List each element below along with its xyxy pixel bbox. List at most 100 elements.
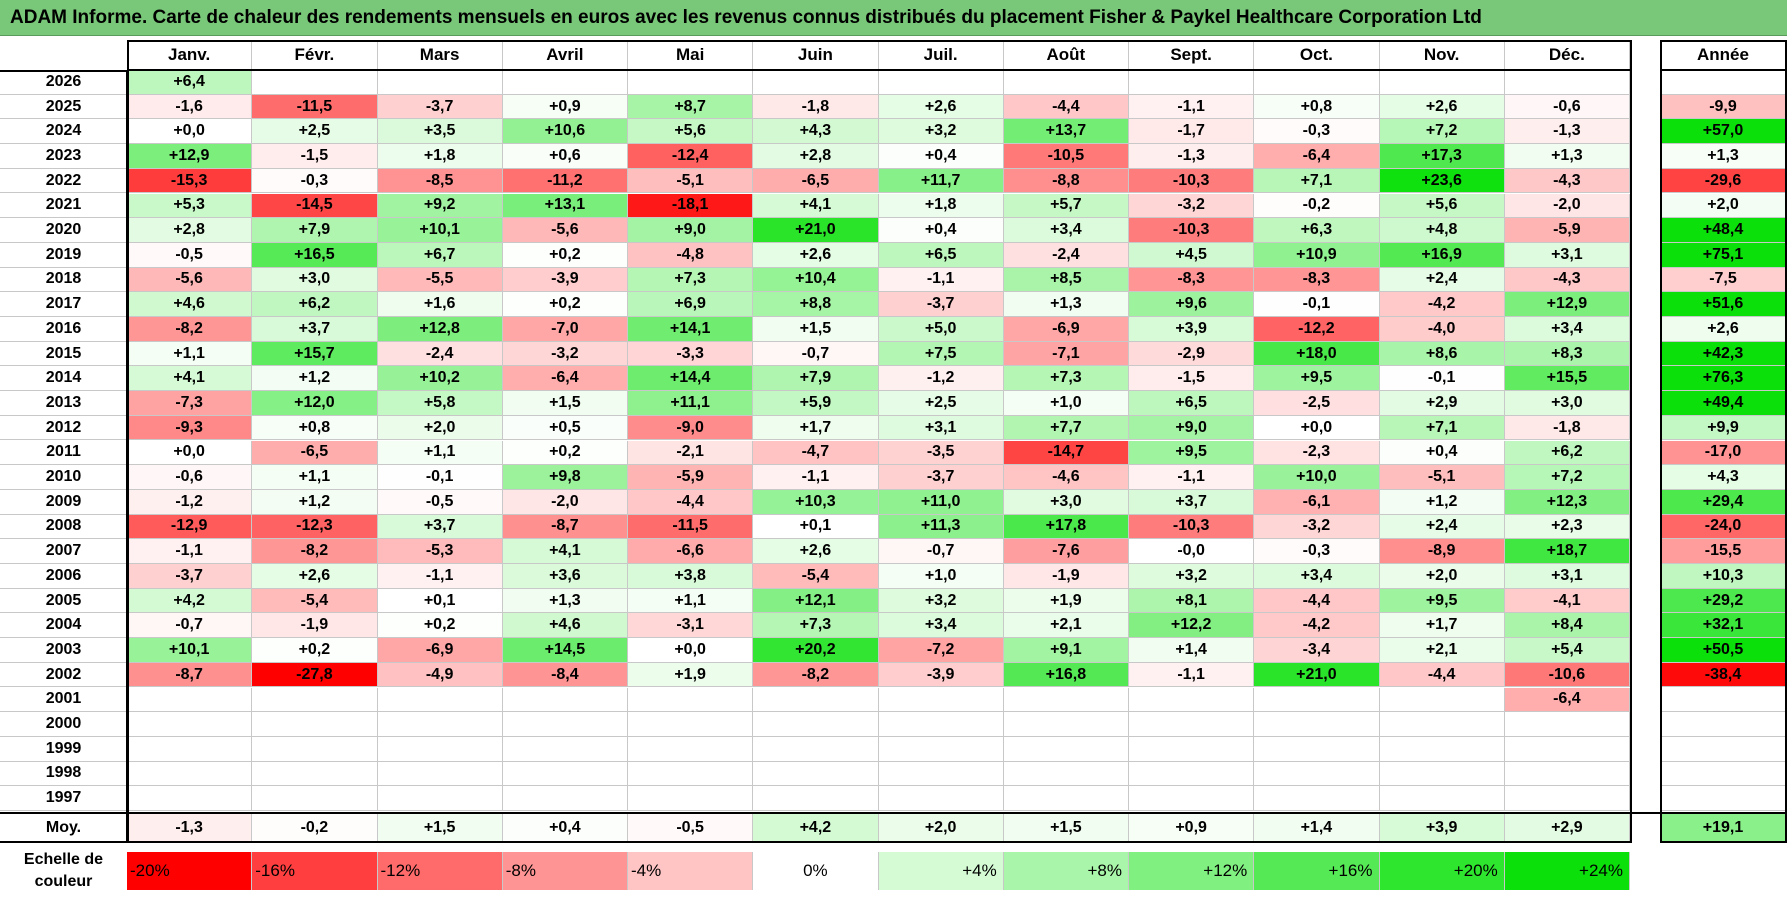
month-header: Nov. xyxy=(1379,40,1505,70)
heatmap-cell: -1,8 xyxy=(1504,415,1630,441)
heatmap-cell: -6,5 xyxy=(753,168,879,194)
heatmap-cell: +2,4 xyxy=(1379,514,1505,540)
heatmap-cell xyxy=(878,712,1004,737)
heatmap-cell: +12,1 xyxy=(753,588,879,614)
heatmap-cell: -0,6 xyxy=(1504,94,1630,120)
color-scale-stop: -4% xyxy=(628,852,754,890)
annual-cell: +75,1 xyxy=(1660,242,1787,268)
heatmap-cell: -27,8 xyxy=(252,662,378,688)
annual-header-divider xyxy=(1660,69,1787,71)
heatmap-cell: +10,6 xyxy=(502,119,628,145)
heatmap-cell: -4,7 xyxy=(753,440,879,466)
heatmap-cell: +6,7 xyxy=(377,242,503,268)
heatmap-cell: +2,6 xyxy=(1379,94,1505,120)
heatmap-cell: +3,7 xyxy=(377,514,503,540)
year-label: 2011 xyxy=(0,441,127,466)
heatmap-cell: +3,6 xyxy=(502,564,628,589)
heatmap-cell: -3,2 xyxy=(502,341,628,367)
heatmap-cell: +1,1 xyxy=(377,440,503,466)
heatmap-cell: +2,8 xyxy=(753,144,879,169)
annual-cell: +2,0 xyxy=(1660,193,1787,219)
heatmap-cell: +18,7 xyxy=(1504,539,1630,564)
heatmap-cell: +3,8 xyxy=(628,564,754,589)
heatmap-cell: -2,9 xyxy=(1129,341,1255,367)
heatmap-cell: -18,1 xyxy=(628,193,754,219)
year-label: 2007 xyxy=(0,539,127,564)
heatmap-cell: -15,3 xyxy=(127,168,253,194)
heatmap-cell: +2,6 xyxy=(753,539,879,564)
heatmap-cell xyxy=(878,687,1004,713)
color-scale-stop: -12% xyxy=(377,852,503,890)
heatmap-cell xyxy=(1254,70,1380,95)
heatmap-cell: +14,1 xyxy=(628,317,754,342)
heatmap-cell: +21,0 xyxy=(1254,662,1380,688)
heatmap-cell: +2,6 xyxy=(878,94,1004,120)
heatmap-cell: +17,3 xyxy=(1379,144,1505,169)
heatmap-cell xyxy=(878,786,1004,811)
heatmap-cell: -14,7 xyxy=(1003,440,1129,466)
heatmap-cell: -11,5 xyxy=(252,94,378,120)
heatmap-cell xyxy=(127,687,253,713)
heatmap-cell: +3,0 xyxy=(1003,489,1129,515)
heatmap-cell: +18,0 xyxy=(1254,341,1380,367)
heatmap-cell: -0,1 xyxy=(1379,366,1505,392)
heatmap-cell xyxy=(502,687,628,713)
heatmap-cell: +10,0 xyxy=(1254,465,1380,490)
heatmap-cell xyxy=(377,687,503,713)
heatmap-cell xyxy=(753,712,879,737)
heatmap-cell xyxy=(1504,712,1630,737)
year-label: 2008 xyxy=(0,515,127,540)
heatmap-cell xyxy=(502,761,628,787)
annual-cell xyxy=(1660,70,1787,95)
heatmap-cell: +4,5 xyxy=(1129,242,1255,268)
heatmap-cell: +8,5 xyxy=(1003,267,1129,293)
heatmap-cell: +7,3 xyxy=(1003,366,1129,392)
year-label: 2004 xyxy=(0,613,127,639)
heatmap-cell: -1,2 xyxy=(127,489,253,515)
heatmap-cell: -3,7 xyxy=(127,564,253,589)
heatmap-cell: +3,4 xyxy=(1254,564,1380,589)
month-header: Janv. xyxy=(127,40,253,70)
heatmap-cell: +0,2 xyxy=(377,613,503,639)
heatmap-cell: -4,0 xyxy=(1379,317,1505,342)
heatmap-cell: -2,5 xyxy=(1254,391,1380,416)
color-scale-stop: +20% xyxy=(1379,852,1505,890)
heatmap-cell: +6,5 xyxy=(878,242,1004,268)
heatmap-cell: -0,7 xyxy=(127,613,253,639)
heatmap-cell: -10,3 xyxy=(1129,218,1255,243)
heatmap-cell: -4,2 xyxy=(1254,613,1380,639)
heatmap-cell: +7,2 xyxy=(1379,119,1505,145)
year-label: 1999 xyxy=(0,737,127,762)
average-label: Moy. xyxy=(0,813,127,843)
heatmap-cell: -3,2 xyxy=(1129,193,1255,219)
heatmap-cell: -8,3 xyxy=(1254,267,1380,293)
heatmap-cell: +1,5 xyxy=(502,391,628,416)
heatmap-cell: -7,1 xyxy=(1003,341,1129,367)
average-cell: +1,5 xyxy=(377,813,503,843)
annual-cell: +29,4 xyxy=(1660,489,1787,515)
heatmap-cell: +9,2 xyxy=(377,193,503,219)
heatmap-cell: +2,0 xyxy=(377,415,503,441)
heatmap-cell xyxy=(628,712,754,737)
heatmap-cell xyxy=(628,70,754,95)
heatmap-cell xyxy=(753,761,879,787)
heatmap-cell xyxy=(377,712,503,737)
heatmap-cell: +8,4 xyxy=(1504,613,1630,639)
heatmap-cell: +14,5 xyxy=(502,638,628,663)
heatmap-cell: +9,1 xyxy=(1003,638,1129,663)
heatmap-cell: -6,1 xyxy=(1254,489,1380,515)
heatmap-cell: +6,4 xyxy=(127,70,253,95)
heatmap-cell: -6,4 xyxy=(502,366,628,392)
heatmap-cell xyxy=(753,70,879,95)
heatmap-cell: +1,1 xyxy=(628,588,754,614)
year-label: 2014 xyxy=(0,366,127,392)
heatmap-cell: -0,3 xyxy=(1254,119,1380,145)
heatmap-cell xyxy=(127,786,253,811)
heatmap-cell: -8,7 xyxy=(127,662,253,688)
heatmap-cell: -6,4 xyxy=(1254,144,1380,169)
heatmap-cell xyxy=(628,761,754,787)
color-scale-stop: -16% xyxy=(252,852,378,890)
heatmap-cell: +3,2 xyxy=(1129,564,1255,589)
year-label: 2005 xyxy=(0,589,127,614)
heatmap-cell: +7,7 xyxy=(1003,415,1129,441)
